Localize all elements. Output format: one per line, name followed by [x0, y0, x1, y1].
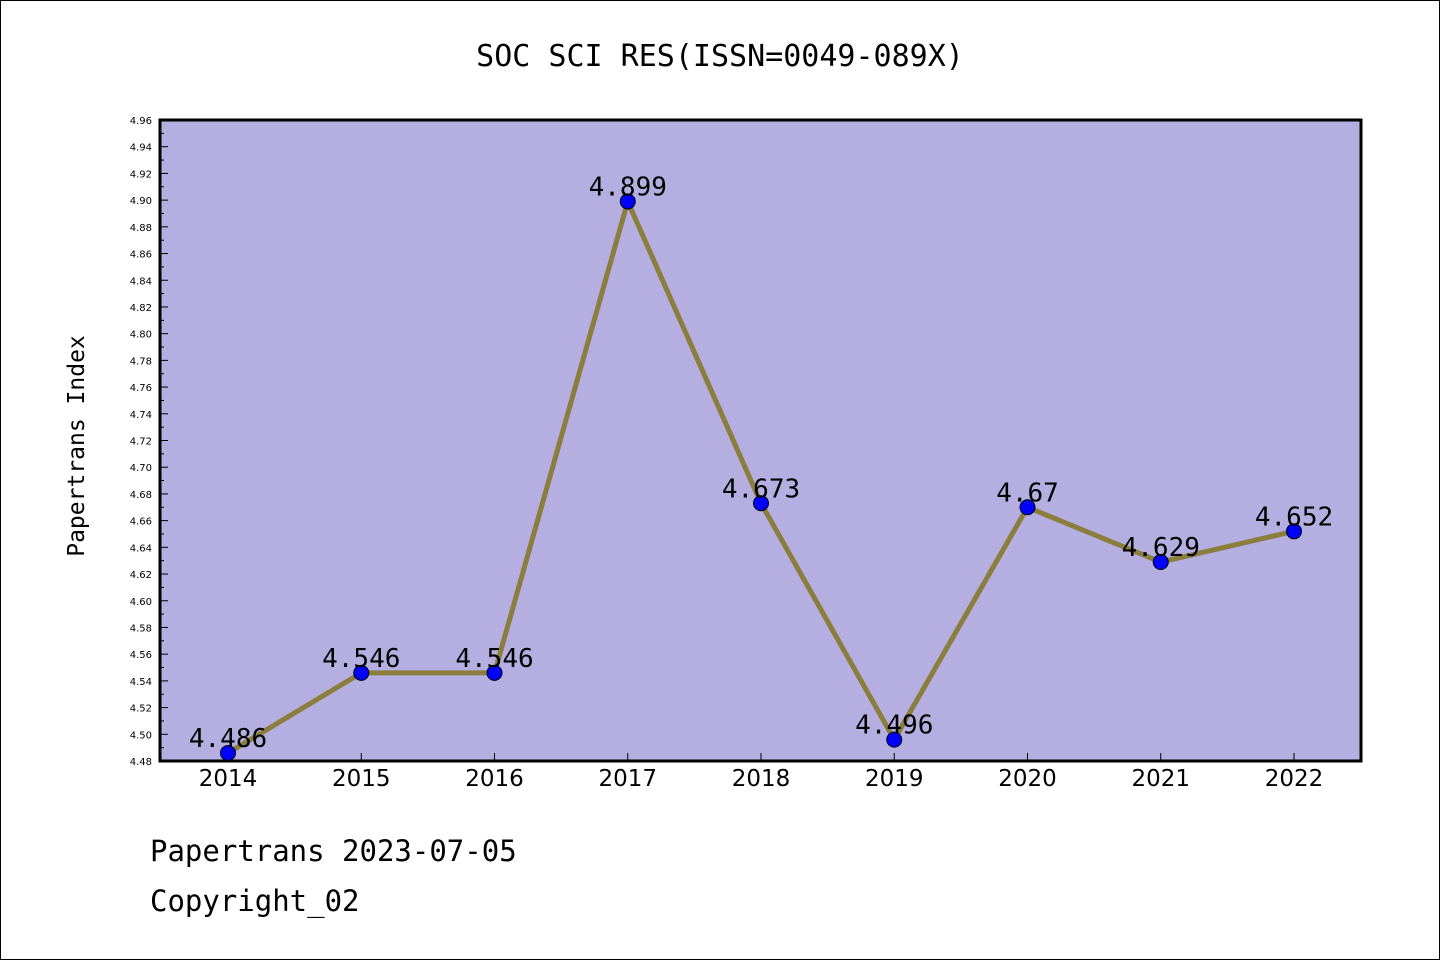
- y-tick-label: 4.70: [130, 463, 152, 474]
- y-tick-label: 4.90: [130, 196, 152, 207]
- data-label: 4.899: [589, 172, 667, 202]
- x-tick-label: 2020: [998, 766, 1057, 792]
- data-label: 4.546: [455, 644, 533, 674]
- y-tick-label: 4.76: [130, 383, 152, 394]
- y-tick-label: 4.64: [130, 543, 152, 554]
- y-tick-label: 4.56: [130, 650, 152, 661]
- x-tick-label: 2017: [598, 766, 657, 792]
- data-labels: 4.486 4.546 4.546 4.899 4.673 4.496 4.67 4.629 4…: [189, 172, 1333, 754]
- data-label: 4.486: [189, 724, 267, 754]
- x-tick-label: 2018: [732, 766, 791, 792]
- data-label: 4.652: [1255, 502, 1333, 532]
- y-tick-label: 4.48: [130, 757, 152, 768]
- data-point: [1019, 499, 1036, 516]
- y-tick-label: 4.92: [130, 169, 152, 180]
- y-tick-label: 4.88: [130, 223, 152, 234]
- y-tick-label: 4.94: [130, 143, 152, 154]
- y-tick-label: 4.78: [130, 356, 152, 367]
- y-axis: 4.48 4.50 4.52 4.54 4.56 4.58 4.60 4.62 4.64 4.66…: [130, 116, 168, 768]
- data-markers: [220, 193, 1302, 761]
- y-tick-label: 4.72: [130, 437, 152, 448]
- y-tick-label: 4.62: [130, 570, 152, 581]
- y-tick-label: 4.66: [130, 517, 152, 528]
- x-axis: 2014 2015 2016 2017 2018 2019 2020 2021 2022: [199, 753, 1324, 792]
- x-tick-label: 2022: [1265, 766, 1324, 792]
- data-point: [886, 731, 903, 748]
- y-tick-label: 4.50: [130, 730, 152, 741]
- y-axis-label: Papertrans Index: [64, 335, 90, 557]
- x-tick-label: 2014: [199, 766, 258, 792]
- data-label: 4.546: [322, 644, 400, 674]
- data-point: [619, 193, 636, 210]
- data-label: 4.629: [1122, 533, 1200, 563]
- data-point: [1286, 523, 1302, 540]
- x-tick-label: 2016: [465, 766, 524, 792]
- plot-area: [158, 118, 1363, 763]
- data-point: [486, 664, 503, 681]
- data-point: [220, 744, 236, 761]
- y-tick-label: 4.86: [130, 250, 152, 261]
- y-tick-label: 4.80: [130, 330, 152, 341]
- x-tick-label: 2015: [332, 766, 391, 792]
- footer-date: Papertrans 2023-07-05: [150, 834, 517, 868]
- y-tick-label: 4.60: [130, 597, 152, 608]
- chart-title: SOC SCI RES(ISSN=0049-089X): [476, 39, 964, 74]
- data-point: [753, 495, 769, 512]
- y-tick-label: 4.96: [130, 116, 152, 127]
- y-tick-label: 4.58: [130, 623, 152, 634]
- y-tick-label: 4.84: [130, 276, 152, 287]
- data-label: 4.673: [722, 474, 800, 504]
- y-tick-label: 4.52: [130, 704, 152, 715]
- y-tick-label: 4.82: [130, 303, 152, 314]
- x-tick-label: 2021: [1131, 766, 1190, 792]
- y-tick-label: 4.68: [130, 490, 152, 501]
- data-label: 4.496: [855, 711, 933, 741]
- data-label: 4.67: [996, 478, 1059, 508]
- data-point: [353, 664, 370, 681]
- y-tick-label: 4.74: [130, 410, 152, 421]
- x-tick-label: 2019: [865, 766, 924, 792]
- data-point: [1152, 554, 1169, 571]
- y-tick-label: 4.54: [130, 677, 152, 688]
- footer-copyright: Copyright_02: [150, 884, 360, 918]
